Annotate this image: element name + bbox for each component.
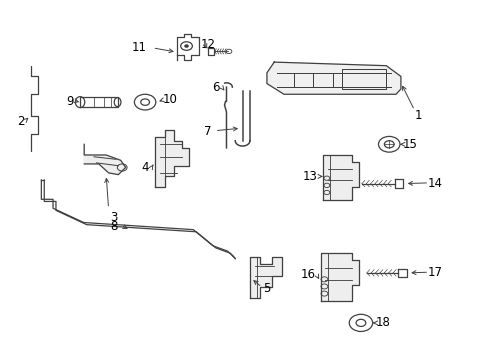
Text: 8: 8 [111,220,118,233]
Polygon shape [320,253,360,301]
Text: 2: 2 [17,114,24,127]
Text: 6: 6 [212,81,220,94]
Text: 12: 12 [201,38,216,51]
Text: 10: 10 [163,93,178,106]
Text: 9: 9 [66,95,74,108]
Polygon shape [250,257,282,298]
Text: 13: 13 [302,170,317,183]
Text: 4: 4 [142,161,149,174]
Polygon shape [267,62,401,94]
Circle shape [185,45,189,48]
Polygon shape [323,155,360,200]
Bar [80,97,118,107]
Text: 7: 7 [204,125,212,138]
Text: 14: 14 [428,177,442,190]
Text: 17: 17 [428,266,442,279]
Polygon shape [155,130,189,187]
Text: 11: 11 [132,41,147,54]
Text: 5: 5 [264,283,271,296]
Text: 15: 15 [403,138,418,151]
Text: 3: 3 [110,211,117,224]
Text: 1: 1 [415,109,422,122]
Polygon shape [84,144,125,175]
Text: 18: 18 [375,316,391,329]
Text: 16: 16 [301,268,316,281]
